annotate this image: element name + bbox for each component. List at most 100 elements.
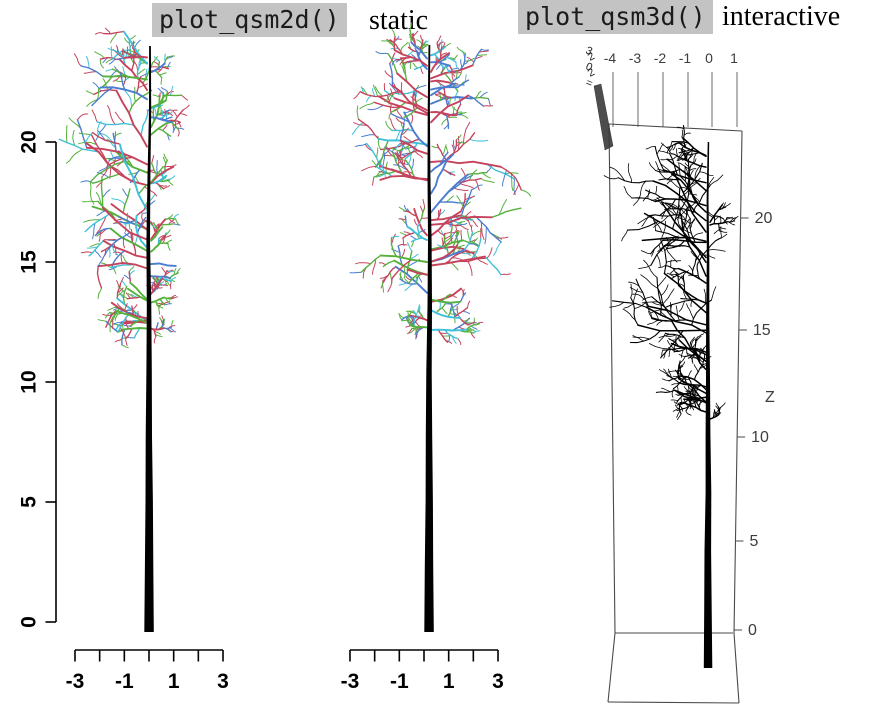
branch-segment: [93, 89, 118, 96]
branch-segment: [421, 44, 429, 49]
branch-segment: [118, 58, 148, 91]
branch-segment: [487, 98, 492, 107]
branch-segment: [163, 269, 168, 278]
branch-segment: [629, 287, 644, 293]
branch-segment: [372, 258, 376, 275]
branch-segment: [444, 63, 450, 74]
branch-segment: [443, 237, 452, 243]
branch-segment: [132, 47, 143, 58]
branch-segment: [129, 281, 148, 301]
branch-segment: [410, 113, 414, 124]
branch-segment: [381, 150, 385, 168]
branch-segment: [449, 313, 458, 316]
branch-segment: [72, 129, 76, 146]
branch-segment: [111, 198, 126, 206]
branch-segment: [668, 348, 672, 357]
branch-segment: [641, 215, 649, 227]
branch-segment: [678, 182, 698, 199]
branch-segment: [351, 122, 364, 135]
branch-segment: [378, 262, 387, 266]
branch-segment: [398, 155, 404, 166]
branch-segment: [449, 96, 451, 105]
branch-segment: [467, 300, 471, 309]
branch-segment: [637, 324, 707, 332]
branch-segment: [643, 259, 658, 278]
branch-segment: [683, 291, 688, 300]
branch-segment: [161, 315, 165, 323]
branch-segment: [457, 79, 470, 88]
branch-segment: [658, 171, 667, 180]
branch-segment: [361, 134, 376, 138]
branch-segment: [134, 214, 148, 249]
branch-segment: [373, 101, 404, 109]
branch-segment: [439, 91, 442, 102]
branch-segment: [406, 268, 428, 276]
branch-segment: [400, 42, 409, 52]
branch-segment: [412, 315, 421, 320]
branch-segment: [684, 166, 691, 187]
branch-segment: [621, 229, 628, 242]
branch-segment: [416, 224, 420, 236]
branch-segment: [450, 231, 456, 239]
branch-segment: [153, 61, 160, 67]
branch-segment: [475, 90, 482, 99]
branch-segment: [632, 293, 646, 300]
branch-segment: [396, 72, 428, 99]
branch-segment: [159, 72, 167, 76]
branch-segment: [408, 153, 412, 165]
branch-segment: [691, 395, 697, 408]
branch-segment: [130, 319, 142, 327]
branch-segment: [115, 89, 148, 148]
branch-segment: [667, 370, 679, 373]
branch-segment: [456, 46, 466, 55]
branch-segment: [687, 153, 694, 161]
branch-segment: [452, 139, 458, 155]
qsm3d-viewport[interactable]: [585, 45, 872, 711]
branch-segment: [455, 224, 459, 236]
branch-segment: [139, 212, 148, 214]
branch-segment: [155, 322, 159, 331]
branch-segment: [362, 87, 368, 96]
branch-segment: [129, 35, 136, 40]
branch-segment: [670, 259, 672, 268]
branch-segment: [89, 181, 95, 205]
branch-segment: [99, 132, 114, 143]
branch-segment: [692, 232, 704, 239]
branch-segment: [498, 199, 508, 216]
branch-segment: [455, 61, 459, 70]
branch-segment: [166, 61, 171, 69]
x-axis-tick-label: 1: [168, 670, 180, 693]
branch-segment: [456, 305, 459, 315]
branch-segment: [654, 145, 665, 171]
branch-segment: [437, 41, 444, 47]
branch-segment: [94, 227, 112, 237]
branch-segment: [686, 158, 690, 189]
branch-segment: [658, 265, 666, 268]
branch-segment: [162, 236, 166, 244]
branch-segment: [655, 168, 681, 173]
branch-segment: [686, 177, 691, 203]
branch-segment: [116, 280, 121, 288]
branch-segment: [156, 67, 163, 73]
branch-segment: [671, 388, 674, 398]
branch-segment: [123, 274, 131, 280]
branch-segment: [410, 235, 418, 240]
branch-segment: [129, 270, 135, 276]
branch-segment: [157, 128, 172, 137]
branch-segment: [449, 302, 456, 317]
branch-segment: [150, 174, 168, 185]
branch-segment: [683, 386, 690, 392]
branch-segment: [84, 211, 112, 233]
branch-segment: [379, 254, 428, 263]
branch-segment: [130, 293, 138, 299]
branch-segment: [159, 298, 166, 306]
branch-segment: [717, 223, 721, 232]
branch-segment: [385, 145, 392, 156]
tree-trunk: [703, 142, 713, 668]
branch-segment: [403, 111, 428, 148]
branch-segment: [395, 56, 412, 61]
branch-segment: [457, 136, 460, 152]
tag-interactive: interactive: [722, 1, 841, 32]
x-axis-tick-label: -1: [115, 670, 134, 693]
branch-segment: [160, 87, 168, 92]
